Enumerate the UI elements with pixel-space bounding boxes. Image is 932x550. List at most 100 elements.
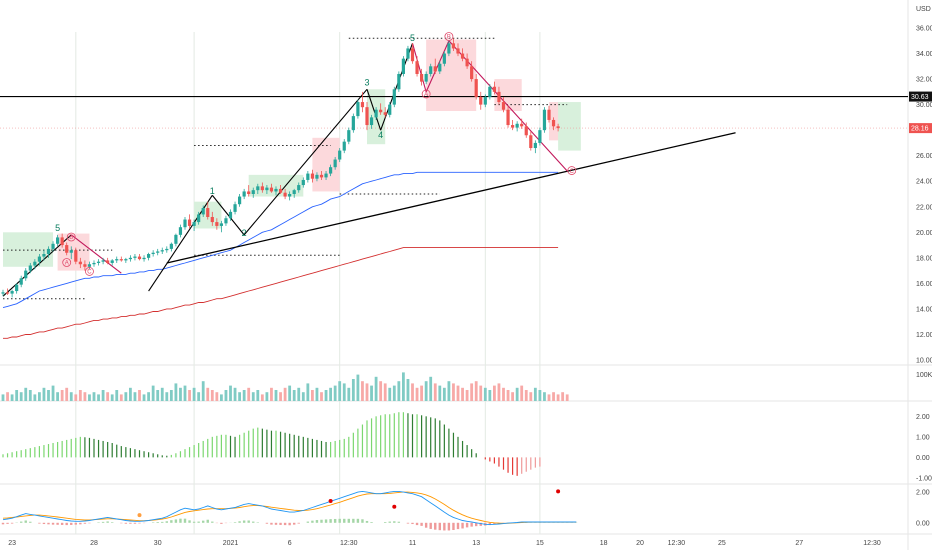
candle-body[interactable] xyxy=(233,204,237,212)
candle-body[interactable] xyxy=(506,109,510,126)
candle-body[interactable] xyxy=(74,250,78,262)
candle-body[interactable] xyxy=(292,190,296,194)
candle-body[interactable] xyxy=(420,73,424,82)
candle-body[interactable] xyxy=(160,250,164,252)
candle-body[interactable] xyxy=(101,260,105,262)
candle-body[interactable] xyxy=(451,43,456,49)
candle-body[interactable] xyxy=(151,252,155,255)
candle-body[interactable] xyxy=(260,186,264,191)
candle-body[interactable] xyxy=(374,109,378,118)
candle-body[interactable] xyxy=(492,86,496,92)
candle-body[interactable] xyxy=(301,179,305,186)
candle-body[interactable] xyxy=(51,243,55,249)
candle-body[interactable] xyxy=(192,222,196,226)
candle-body[interactable] xyxy=(278,188,283,193)
candle-body[interactable] xyxy=(515,123,519,128)
candle-body[interactable] xyxy=(169,243,173,249)
candle-body[interactable] xyxy=(533,142,537,149)
candle-body[interactable] xyxy=(142,257,146,260)
candle-body[interactable] xyxy=(178,227,183,235)
candle-body[interactable] xyxy=(110,260,114,263)
candle-body[interactable] xyxy=(10,291,14,294)
candle-body[interactable] xyxy=(474,79,478,97)
candle-body[interactable] xyxy=(242,191,246,197)
candle-body[interactable] xyxy=(456,48,460,54)
candle-body[interactable] xyxy=(119,259,123,261)
candle-body[interactable] xyxy=(401,58,405,74)
candle-body[interactable] xyxy=(433,66,437,72)
candle-body[interactable] xyxy=(369,117,374,126)
candle-body[interactable] xyxy=(33,261,37,266)
trendline[interactable] xyxy=(166,132,736,264)
candle-body[interactable] xyxy=(274,188,278,192)
candle-body[interactable] xyxy=(501,102,506,110)
candle-body[interactable] xyxy=(547,109,551,120)
candle-body[interactable] xyxy=(551,119,556,127)
candle-body[interactable] xyxy=(483,96,487,105)
candle-body[interactable] xyxy=(115,259,119,261)
candle-body[interactable] xyxy=(306,173,310,180)
candle-body[interactable] xyxy=(92,262,96,265)
candle-body[interactable] xyxy=(347,130,351,142)
candle-body[interactable] xyxy=(87,264,92,267)
candle-body[interactable] xyxy=(460,53,465,59)
candle-body[interactable] xyxy=(19,278,23,285)
candle-body[interactable] xyxy=(106,260,110,263)
candle-body[interactable] xyxy=(351,116,355,131)
candle-body[interactable] xyxy=(37,256,41,262)
candle-body[interactable] xyxy=(479,96,483,105)
candle-body[interactable] xyxy=(5,292,10,294)
candle-body[interactable] xyxy=(24,270,28,279)
candle-body[interactable] xyxy=(283,192,287,197)
candle-body[interactable] xyxy=(206,208,210,217)
candle-body[interactable] xyxy=(265,187,269,191)
candle-body[interactable] xyxy=(442,53,446,64)
candle-body[interactable] xyxy=(465,58,469,67)
candle-body[interactable] xyxy=(297,185,301,191)
candle-body[interactable] xyxy=(256,186,260,191)
candle-body[interactable] xyxy=(42,254,46,257)
candle-body[interactable] xyxy=(288,194,292,197)
candle-body[interactable] xyxy=(388,104,392,115)
candle-body[interactable] xyxy=(542,109,547,131)
candle-body[interactable] xyxy=(488,86,492,97)
candle-body[interactable] xyxy=(329,167,333,174)
candle-body[interactable] xyxy=(46,248,51,255)
candle-body[interactable] xyxy=(379,109,383,113)
candle-body[interactable] xyxy=(410,48,415,62)
candle-body[interactable] xyxy=(360,102,365,108)
candle-body[interactable] xyxy=(524,126,528,136)
candle-body[interactable] xyxy=(201,208,205,215)
candle-body[interactable] xyxy=(424,73,428,82)
candle-body[interactable] xyxy=(56,237,60,244)
candle-body[interactable] xyxy=(520,123,524,127)
candle-body[interactable] xyxy=(83,264,87,267)
candle-body[interactable] xyxy=(447,43,451,54)
candle-body[interactable] xyxy=(15,284,19,292)
candle-body[interactable] xyxy=(269,187,274,192)
candle-body[interactable] xyxy=(174,234,178,244)
candle-body[interactable] xyxy=(128,257,132,260)
candle-body[interactable] xyxy=(124,259,128,261)
candle-body[interactable] xyxy=(383,112,387,115)
candle-body[interactable] xyxy=(315,174,319,179)
candle-body[interactable] xyxy=(333,159,337,168)
candle-body[interactable] xyxy=(338,150,342,160)
candle-body[interactable] xyxy=(556,126,560,129)
candle-body[interactable] xyxy=(497,91,501,103)
candle-body[interactable] xyxy=(215,222,219,226)
candle-body[interactable] xyxy=(69,250,73,253)
candle-body[interactable] xyxy=(137,256,142,260)
candle-body[interactable] xyxy=(438,63,442,72)
candle-body[interactable] xyxy=(406,48,410,59)
candle-body[interactable] xyxy=(365,107,369,126)
candle-body[interactable] xyxy=(183,219,187,228)
candle-body[interactable] xyxy=(247,191,251,194)
candle-body[interactable] xyxy=(156,251,160,253)
candle-body[interactable] xyxy=(1,292,5,294)
candle-body[interactable] xyxy=(324,173,328,178)
candle-body[interactable] xyxy=(165,248,169,251)
candle-body[interactable] xyxy=(147,254,151,258)
